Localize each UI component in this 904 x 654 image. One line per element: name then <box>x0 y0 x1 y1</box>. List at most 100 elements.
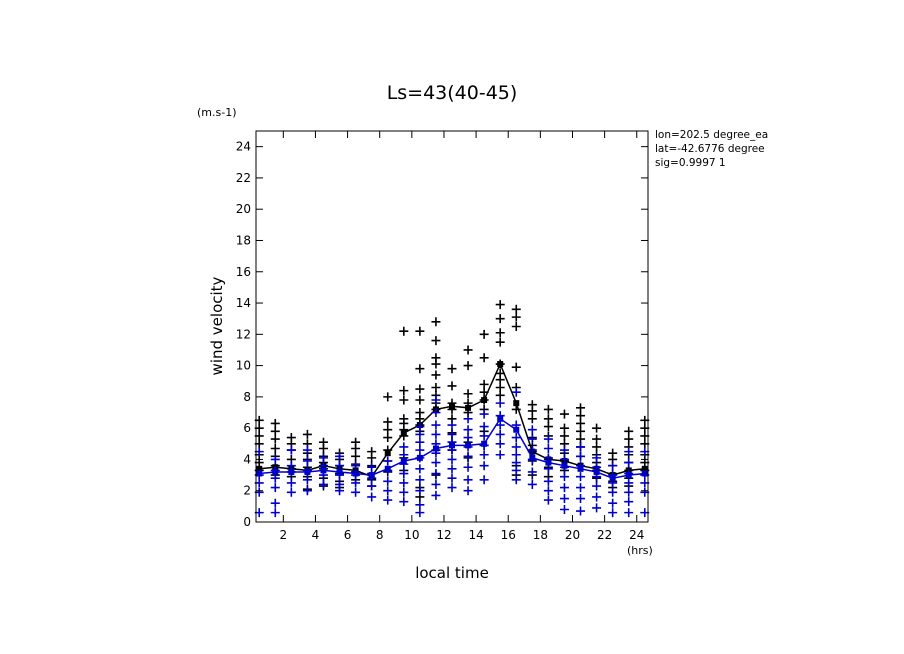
data-point <box>624 497 634 507</box>
data-point <box>415 395 425 405</box>
data-point <box>559 409 569 419</box>
mean-marker <box>497 361 504 368</box>
mean-marker <box>272 468 279 475</box>
data-point <box>383 495 393 505</box>
y-axis-unit: (m.s-1) <box>197 106 237 119</box>
data-point <box>383 476 393 486</box>
mean-marker <box>593 468 600 475</box>
x-axis-label: local time <box>415 564 489 582</box>
mean-marker <box>352 470 359 477</box>
mean-marker <box>625 472 632 479</box>
data-point <box>335 451 345 461</box>
data-point <box>463 345 473 355</box>
data-point <box>415 364 425 374</box>
data-point <box>431 458 441 468</box>
data-point <box>399 395 409 405</box>
data-point <box>383 433 393 443</box>
data-point <box>543 443 553 453</box>
data-point <box>511 312 521 322</box>
data-point <box>511 458 521 468</box>
data-point <box>559 431 569 441</box>
plot-marks <box>254 300 650 518</box>
data-point <box>511 433 521 443</box>
data-point <box>543 464 553 474</box>
data-point <box>270 443 280 453</box>
x-tick-label: 22 <box>597 528 612 542</box>
y-tick-label: 14 <box>236 296 251 310</box>
data-point <box>367 492 377 502</box>
data-point <box>351 487 361 497</box>
x-tick-label: 16 <box>501 528 516 542</box>
data-point <box>511 322 521 331</box>
data-point <box>511 304 521 314</box>
data-point <box>576 442 586 452</box>
mean-marker <box>641 465 648 472</box>
data-point <box>431 408 441 418</box>
data-point <box>447 429 457 439</box>
data-point <box>543 404 553 414</box>
data-point <box>543 434 553 444</box>
mean-marker <box>384 450 391 457</box>
data-point <box>624 447 634 457</box>
mean-marker <box>304 468 311 475</box>
data-point <box>559 423 569 433</box>
data-point <box>318 443 328 453</box>
data-point <box>415 445 425 455</box>
data-point <box>383 486 393 496</box>
mean-marker <box>465 442 472 449</box>
y-tick-label: 18 <box>236 233 251 247</box>
series-blue <box>254 387 650 518</box>
mean-marker <box>336 468 343 475</box>
y-tick-label: 20 <box>236 202 251 216</box>
data-point <box>447 483 457 493</box>
data-point <box>415 437 425 447</box>
data-point <box>431 429 441 439</box>
data-point <box>399 469 409 479</box>
data-point <box>495 398 505 408</box>
data-point <box>576 411 586 421</box>
data-point <box>415 475 425 485</box>
data-point <box>415 486 425 496</box>
data-point <box>527 479 537 489</box>
x-tick-label: 6 <box>344 528 352 542</box>
data-point <box>479 475 489 485</box>
data-point <box>318 453 328 463</box>
mean-marker <box>449 442 455 449</box>
data-point <box>592 423 602 433</box>
data-point <box>431 479 441 489</box>
data-point <box>463 425 473 435</box>
data-point <box>463 462 473 472</box>
data-point <box>479 409 489 419</box>
data-point <box>270 508 280 518</box>
data-point <box>463 451 473 461</box>
data-point <box>415 384 425 394</box>
x-tick-label: 18 <box>533 528 548 542</box>
data-point <box>608 487 618 497</box>
data-point <box>479 353 489 363</box>
data-point <box>608 508 618 518</box>
data-point <box>431 420 441 430</box>
data-point <box>527 467 537 477</box>
data-point <box>286 445 296 455</box>
data-point <box>367 453 377 463</box>
data-point <box>495 337 505 347</box>
mean-marker <box>465 404 472 411</box>
data-point <box>543 495 553 505</box>
mean-marker <box>529 454 536 461</box>
data-point <box>399 450 409 460</box>
data-point <box>415 500 425 510</box>
data-point <box>463 486 473 496</box>
data-point <box>447 420 457 430</box>
data-point <box>527 425 537 435</box>
y-tick-label: 8 <box>243 390 251 404</box>
mean-marker <box>352 467 359 474</box>
data-point <box>399 386 409 396</box>
mean-marker <box>609 475 616 482</box>
data-point <box>624 508 634 518</box>
data-point <box>399 326 409 336</box>
data-point <box>624 426 634 436</box>
data-point <box>447 364 457 374</box>
mean-marker <box>497 415 504 422</box>
data-point <box>270 418 280 428</box>
